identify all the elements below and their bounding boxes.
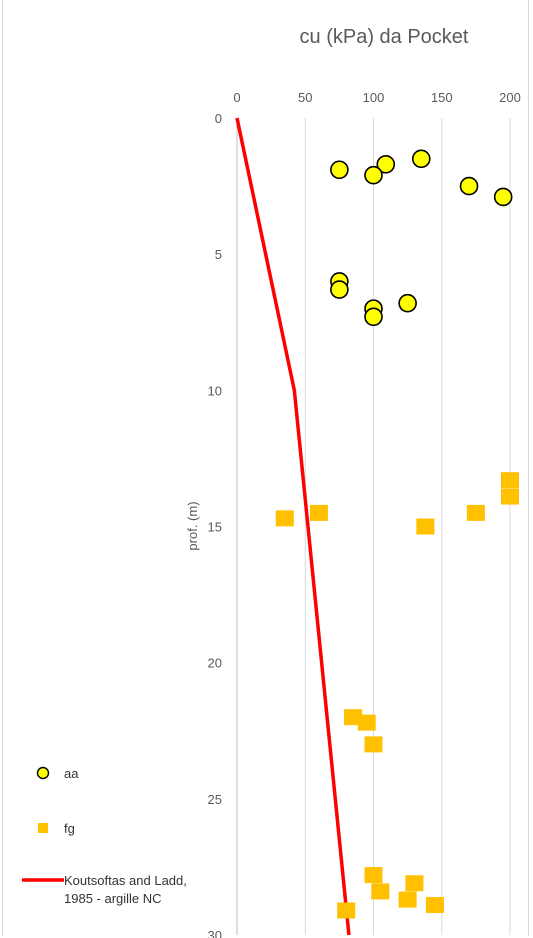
point-aa-1 [376,154,396,174]
series-line-koutsoftas-ladd [235,117,351,936]
legend-label: aa [64,766,79,781]
x-tick-label: 200 [499,90,521,105]
y-tick-label: 15 [208,520,222,535]
point-fg-1 [501,488,519,505]
y-axis-label: prof. (m) [185,501,200,550]
point-fg-7 [357,714,376,731]
point-fg-10 [371,883,390,900]
point-fg-14 [337,902,356,919]
point-fg-9 [364,867,383,884]
legend: aa fg Koutsoftas and Ladd, 1985 - argille N… [22,766,187,906]
legend-label: Koutsoftas and Ladd, 1985 - argille NC [64,873,187,906]
legend-swatch-circle [36,766,50,780]
point-aa-2 [330,160,349,180]
chart-title: cu (kPa) da Pocket [300,26,469,48]
x-tick-label: 0 [233,90,240,105]
legend-label: fg [64,821,75,836]
point-aa-4 [459,176,479,196]
legend-swatch-square [38,823,48,833]
point-fg-5 [416,518,435,535]
y-tick-label: 5 [215,247,222,262]
point-aa-3 [364,165,383,185]
series-points-group [275,149,519,919]
x-tick-label: 150 [431,90,453,105]
y-tick-label: 10 [208,383,222,398]
point-aa-0 [411,149,431,169]
y-tick-label: 0 [215,111,222,126]
grid [236,118,511,935]
y-tick-label: 20 [208,656,222,671]
series-line-group [235,117,351,936]
point-aa-5 [493,187,513,207]
point-fg-4 [275,510,294,527]
point-aa-10 [364,307,383,327]
x-tick-label: 50 [298,90,312,105]
x-axis-tick-labels: 0 50 100 150 200 [233,90,520,105]
point-fg-13 [425,897,444,914]
y-axis-tick-labels: 0 5 10 15 20 25 30 [208,111,222,938]
point-fg-0 [501,472,519,489]
point-aa-8 [398,293,417,313]
point-fg-3 [309,504,328,521]
point-fg-11 [405,875,424,892]
point-aa-7 [330,280,349,299]
point-fg-6 [344,709,363,726]
y-tick-label: 30 [208,928,222,938]
point-fg-12 [398,891,417,908]
point-fg-8 [364,736,383,753]
y-tick-label: 25 [208,792,222,807]
x-tick-label: 100 [363,90,385,105]
point-fg-2 [466,504,485,521]
